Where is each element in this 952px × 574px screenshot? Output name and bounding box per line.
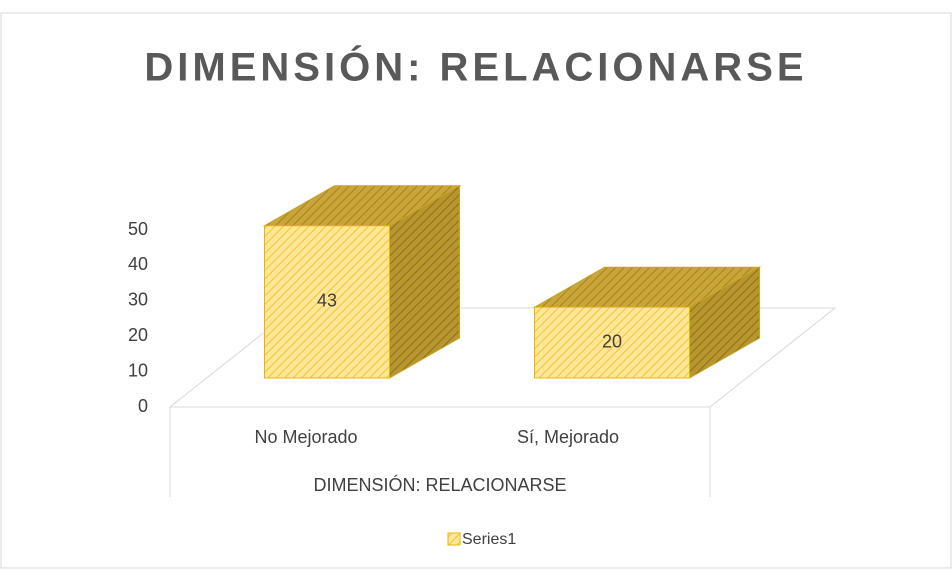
- y-tick-label: 20: [128, 325, 148, 345]
- x-axis-title: DIMENSIÓN: RELACIONARSE: [313, 474, 566, 495]
- legend-swatch: [447, 532, 461, 546]
- y-tick-label: 40: [128, 254, 148, 274]
- data-label: 43: [317, 291, 337, 311]
- x-tick-label: No Mejorado: [254, 427, 357, 447]
- y-tick-label: 30: [128, 290, 148, 310]
- bar: [534, 306, 690, 379]
- floor: [168, 307, 837, 408]
- chart-border: [0, 12, 952, 569]
- chart-title: DIMENSIÓN: RELACIONARSE: [144, 44, 807, 90]
- legend-label: Series1: [462, 531, 516, 548]
- y-tick-label: 10: [128, 360, 148, 380]
- x-tick-label: Sí, Mejorado: [517, 427, 619, 447]
- y-tick-label: 50: [128, 219, 148, 239]
- y-tick-label: 0: [138, 396, 148, 416]
- data-label: 20: [602, 331, 622, 351]
- bar: [264, 225, 390, 379]
